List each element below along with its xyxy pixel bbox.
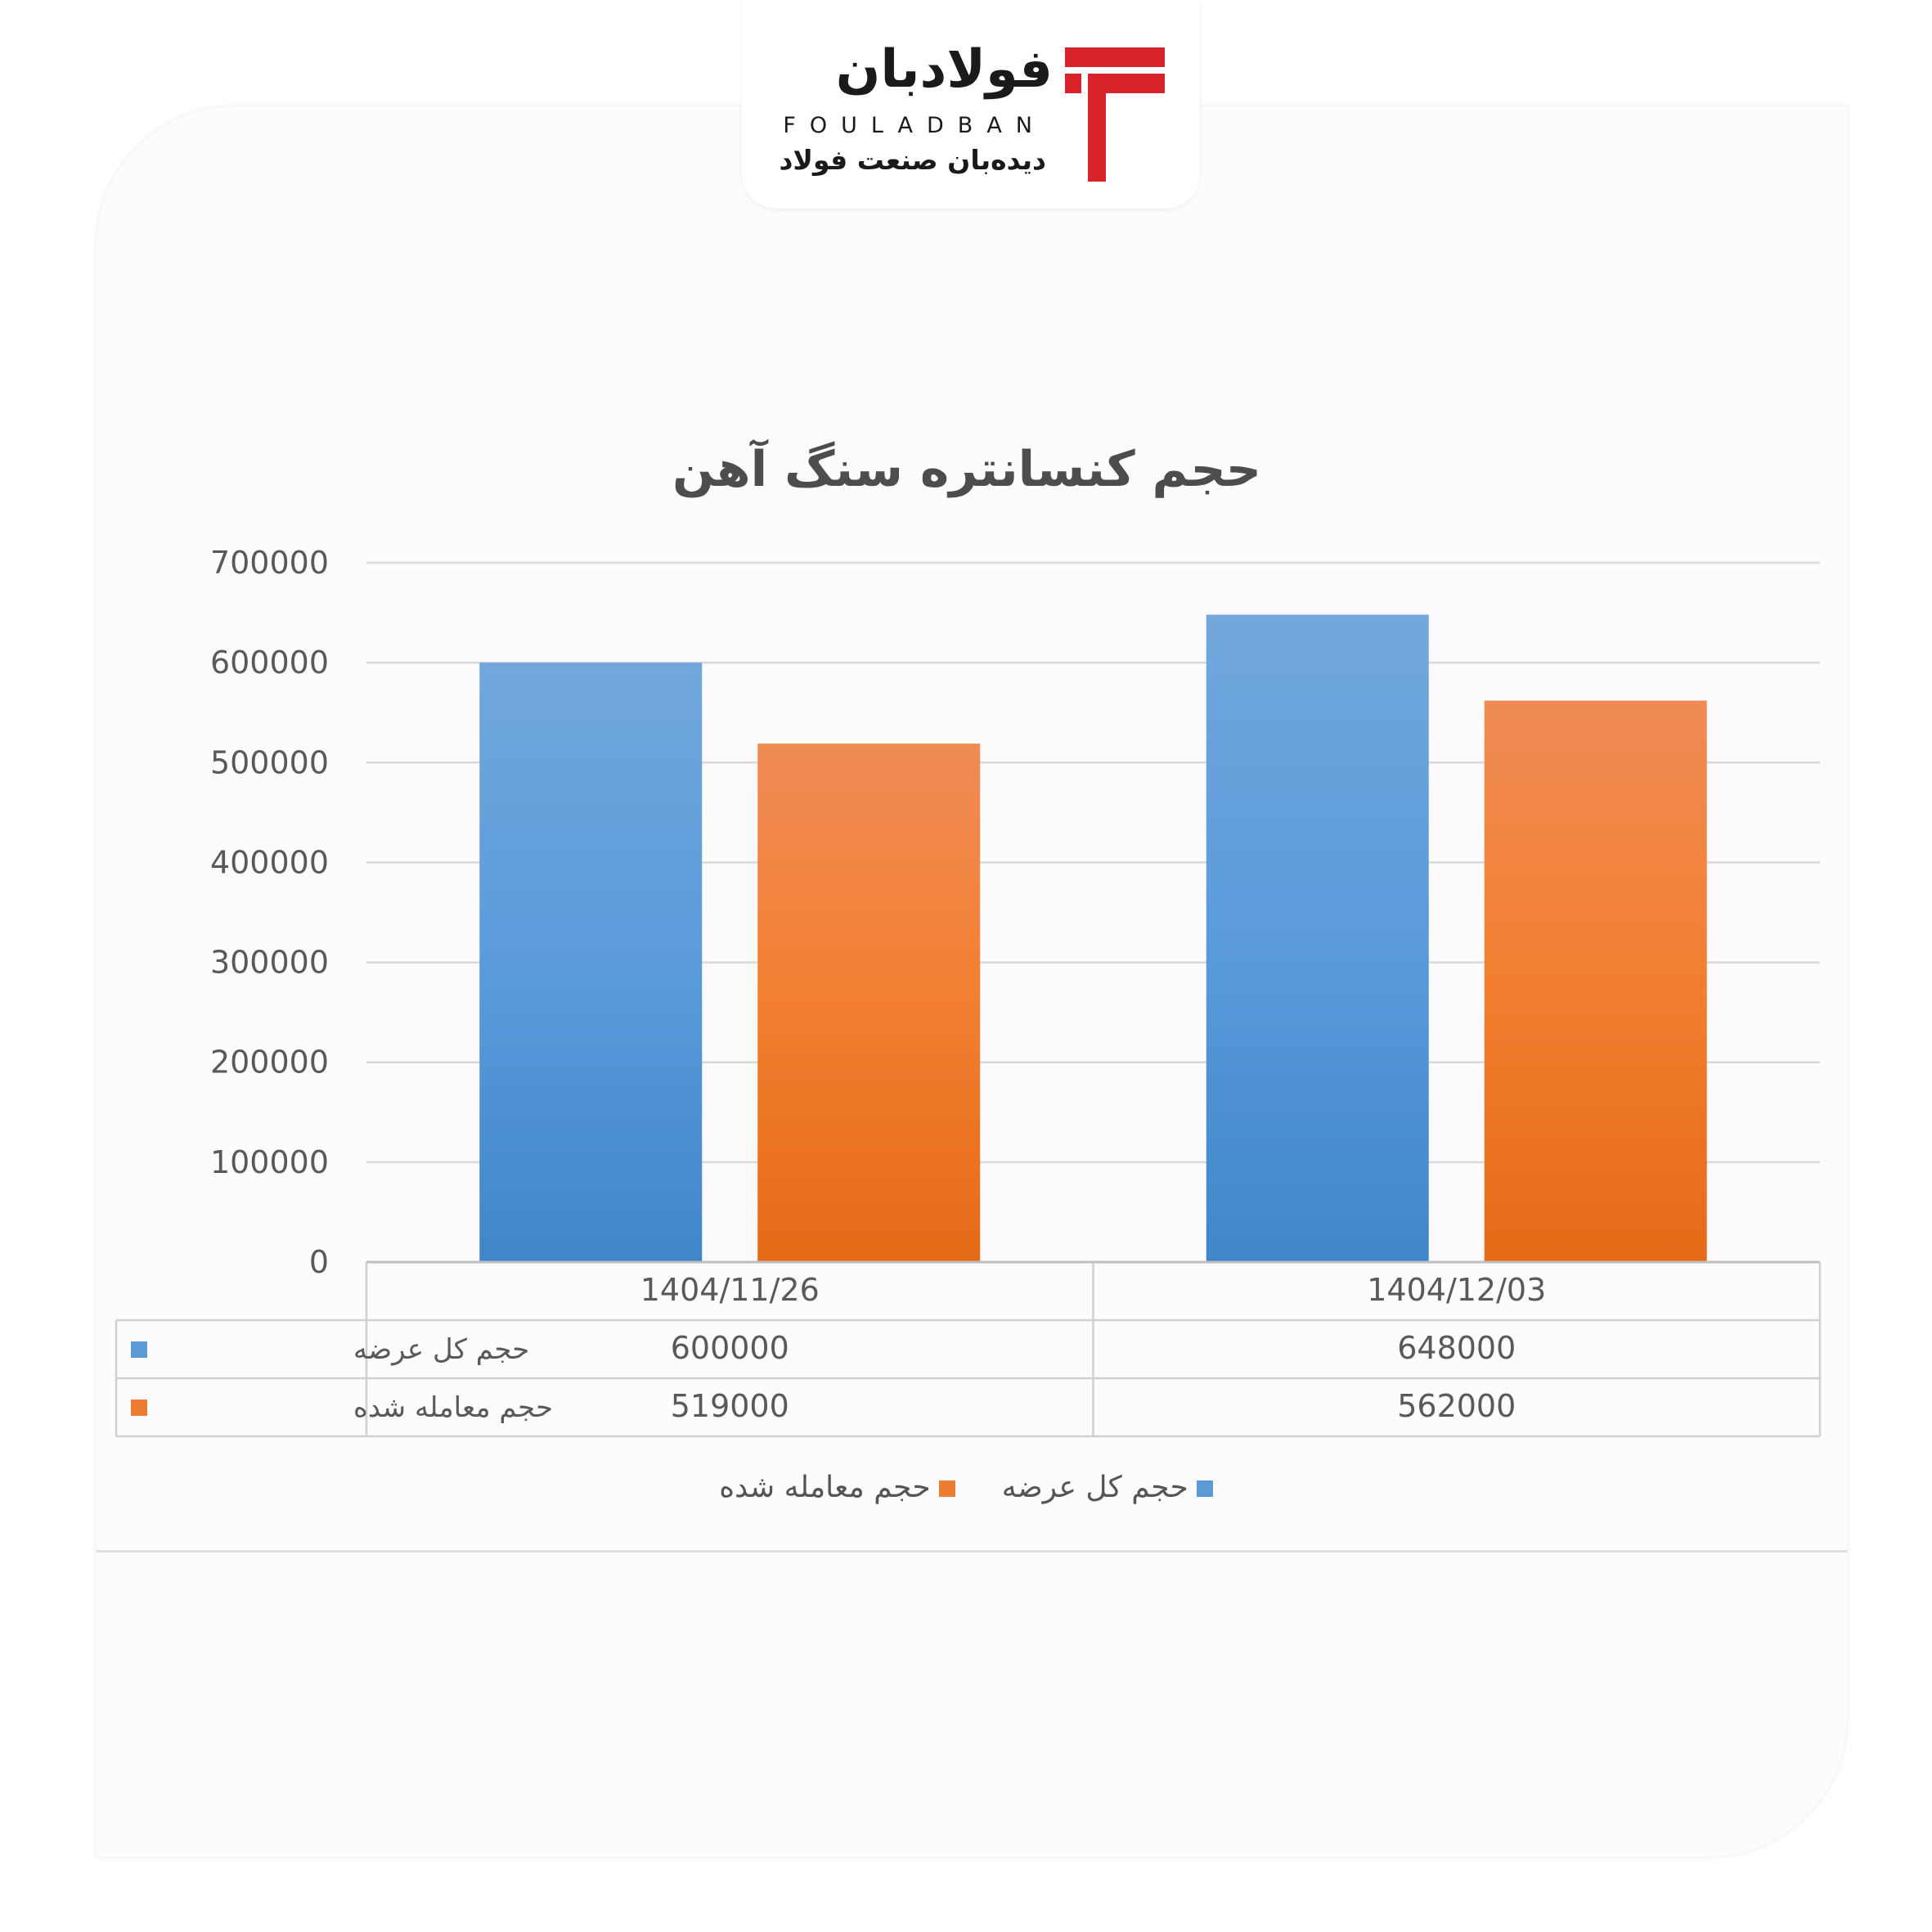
table-value: 648000 bbox=[1397, 1330, 1516, 1366]
legend-item-traded: حجم معامله شده bbox=[719, 1471, 955, 1504]
y-tick-label: 400000 bbox=[210, 844, 329, 880]
table-legend-key bbox=[131, 1341, 147, 1358]
fouladban-logo-icon bbox=[1065, 47, 1165, 182]
x-category-label: 1404/11/26 bbox=[640, 1272, 820, 1308]
table-series-label: حجم کل عرضه bbox=[353, 1333, 529, 1366]
legend-swatch-supply bbox=[1196, 1480, 1213, 1497]
table-value: 519000 bbox=[671, 1388, 789, 1424]
bar-supply bbox=[1206, 614, 1429, 1262]
legend-swatch-traded bbox=[938, 1480, 955, 1497]
y-tick-label: 0 bbox=[309, 1244, 329, 1280]
chart-title: حجم کنسانتره سنگ آهن bbox=[672, 438, 1261, 498]
card-divider bbox=[97, 1550, 1847, 1552]
bar-traded bbox=[757, 744, 981, 1262]
y-tick-label: 600000 bbox=[210, 645, 329, 681]
table-series-label: حجم معامله شده bbox=[353, 1391, 553, 1424]
y-tick-label: 200000 bbox=[210, 1045, 329, 1081]
y-tick-label: 700000 bbox=[210, 545, 329, 581]
chart-legend: حجم معامله شده حجم کل عرضه bbox=[0, 1471, 1932, 1504]
y-tick-label: 100000 bbox=[210, 1144, 329, 1180]
bar-supply bbox=[479, 663, 703, 1262]
logo-name-en: FOULADBAN bbox=[783, 113, 1046, 138]
table-legend-key bbox=[131, 1400, 147, 1416]
logo-tab: فولادبان FOULADBAN دیده‌بان صنعت فولاد bbox=[742, 0, 1200, 209]
legend-label-supply: حجم کل عرضه bbox=[1001, 1471, 1188, 1504]
table-value: 562000 bbox=[1397, 1388, 1516, 1424]
logo-name-fa: فولادبان bbox=[835, 39, 1053, 100]
legend-item-supply: حجم کل عرضه bbox=[1002, 1471, 1213, 1504]
table-value: 600000 bbox=[671, 1330, 789, 1366]
legend-label-traded: حجم معامله شده bbox=[719, 1471, 931, 1504]
logo-tagline: دیده‌بان صنعت فولاد bbox=[779, 144, 1046, 176]
y-tick-label: 300000 bbox=[210, 945, 329, 981]
x-category-label: 1404/12/03 bbox=[1367, 1272, 1546, 1308]
bar-traded bbox=[1484, 700, 1707, 1262]
y-tick-label: 500000 bbox=[210, 744, 329, 780]
